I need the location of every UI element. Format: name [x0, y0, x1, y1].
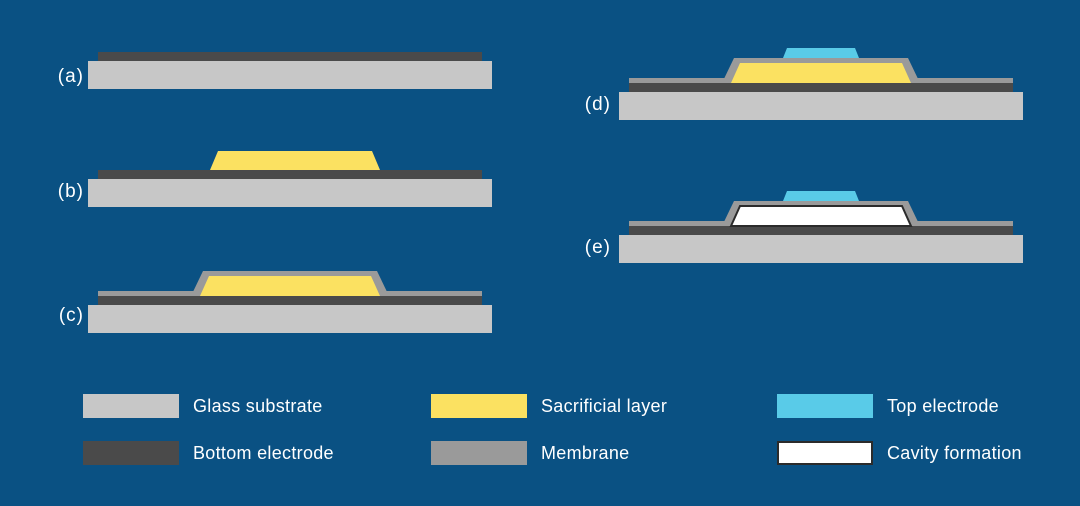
bottom-electrode-layer — [629, 83, 1013, 92]
process-step-b-diagram — [88, 151, 492, 207]
glass-substrate-layer — [619, 235, 1023, 263]
sacrificial-layer — [731, 63, 911, 83]
process-step-e-diagram — [619, 191, 1023, 263]
legend-label: Top electrode — [887, 395, 999, 416]
legend-label: Membrane — [541, 442, 630, 463]
legend-item-membrane: Membrane — [431, 441, 667, 465]
legend-column-2: Sacrificial layer Membrane — [431, 394, 667, 488]
glass-substrate-layer — [88, 61, 492, 89]
legend-column-3: Top electrode Cavity formation — [777, 394, 1022, 488]
bottom-electrode-layer — [629, 226, 1013, 235]
step-label-d: (d) — [584, 94, 611, 115]
legend-item-top-electrode: Top electrode — [777, 394, 1022, 418]
step-label-a: (a) — [57, 66, 84, 87]
legend-item-glass-substrate: Glass substrate — [83, 394, 334, 418]
bottom-electrode-swatch — [83, 441, 179, 465]
top-electrode-layer — [783, 48, 859, 58]
legend-item-bottom-electrode: Bottom electrode — [83, 441, 334, 465]
process-step-a-diagram — [88, 52, 492, 89]
glass-substrate-layer — [88, 305, 492, 333]
legend-label: Sacrificial layer — [541, 395, 668, 416]
legend-item-sacrificial-layer: Sacrificial layer — [431, 394, 667, 418]
process-step-d-diagram — [619, 48, 1023, 120]
sacrificial-layer — [210, 151, 380, 170]
bottom-electrode-layer — [98, 296, 482, 305]
process-step-c-diagram — [88, 271, 492, 333]
membrane-swatch — [431, 441, 527, 465]
sacrificial-layer — [200, 276, 380, 296]
sacrificial-layer-swatch — [431, 394, 527, 418]
cavity-formation-swatch — [777, 441, 873, 465]
step-label-e: (e) — [584, 237, 611, 258]
bottom-electrode-layer — [98, 52, 482, 61]
legend-label: Cavity formation — [887, 442, 1022, 463]
cavity-formation-layer — [729, 205, 913, 227]
step-label-b: (b) — [57, 181, 84, 202]
top-electrode-layer — [783, 191, 859, 201]
legend-column-1: Glass substrate Bottom electrode — [83, 394, 334, 488]
bottom-electrode-layer — [98, 170, 482, 179]
step-label-c: (c) — [58, 305, 84, 326]
glass-substrate-layer — [88, 179, 492, 207]
top-electrode-swatch — [777, 394, 873, 418]
glass-substrate-layer — [619, 92, 1023, 120]
legend-label: Glass substrate — [193, 395, 323, 416]
legend-label: Bottom electrode — [193, 442, 334, 463]
legend-item-cavity-formation: Cavity formation — [777, 441, 1022, 465]
glass-substrate-swatch — [83, 394, 179, 418]
